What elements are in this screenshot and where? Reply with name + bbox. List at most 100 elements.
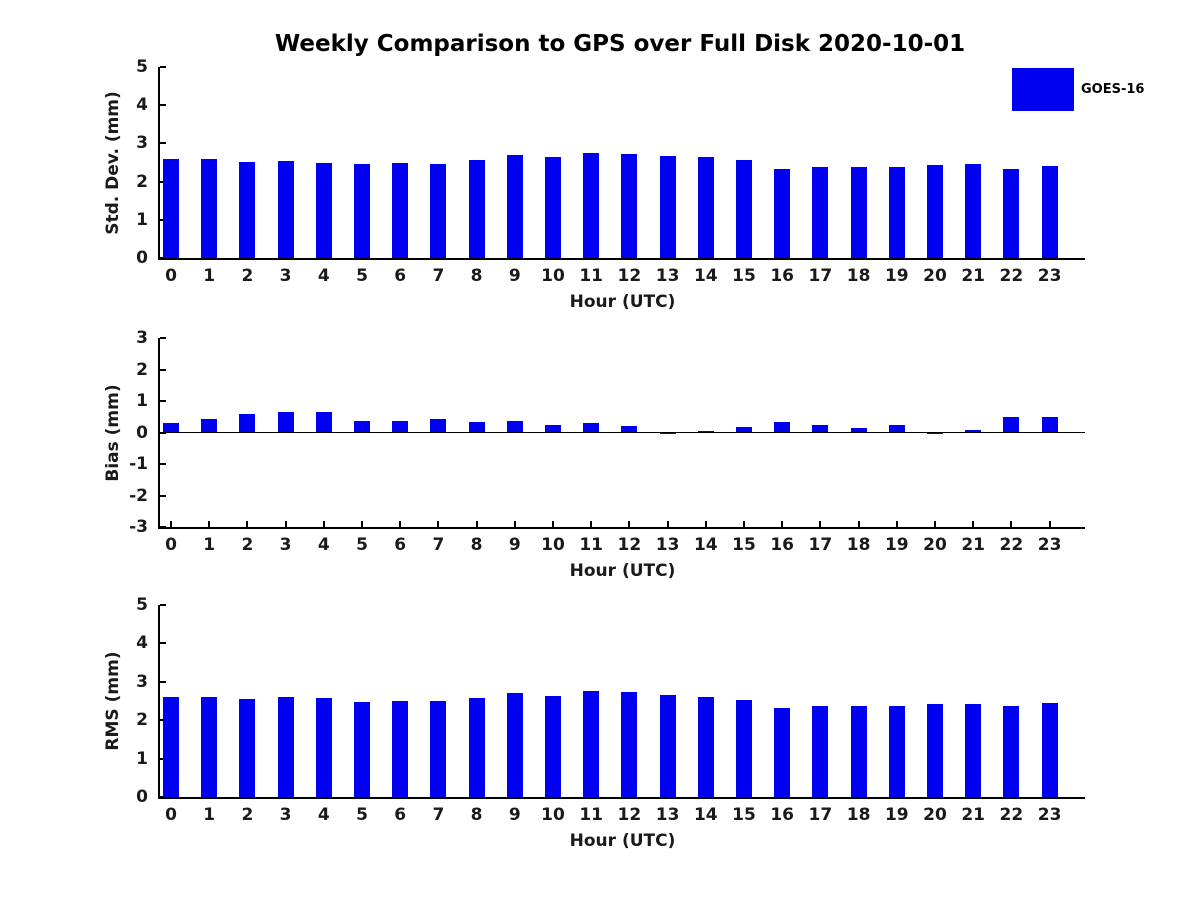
x-tick	[437, 521, 440, 527]
y-tick	[160, 796, 166, 798]
x-tick	[934, 521, 936, 527]
y-tick-label: 4	[136, 633, 148, 654]
bar	[354, 702, 370, 797]
bar	[545, 425, 561, 433]
y-tick-label: 2	[136, 710, 148, 731]
bar	[927, 165, 943, 258]
bar	[850, 167, 867, 258]
y-tick-label: 3	[136, 671, 148, 692]
y-tick-label: 0	[136, 248, 148, 268]
x-tick-label: 15	[732, 535, 756, 555]
bar	[736, 699, 752, 797]
bar	[927, 703, 943, 797]
y-tick	[160, 642, 166, 645]
x-tick	[895, 521, 898, 527]
x-tick-label: 13	[655, 535, 680, 555]
bar	[392, 421, 409, 433]
bar	[850, 705, 867, 797]
y-tick-label: 2	[136, 171, 148, 192]
bar	[965, 703, 982, 797]
x-tick	[513, 521, 516, 527]
x-tick-label: 13	[655, 805, 680, 825]
x-tick-label: 3	[279, 535, 292, 555]
bar	[239, 413, 256, 433]
x-tick-label: 1	[203, 805, 216, 825]
x-tick	[246, 521, 249, 527]
bar	[468, 422, 485, 433]
bar	[315, 698, 332, 797]
legend-swatch-goes16	[1012, 68, 1074, 111]
y-tick	[160, 104, 166, 107]
bar	[583, 422, 600, 433]
x-tick	[1010, 521, 1013, 527]
bar	[583, 152, 600, 258]
x-tick	[704, 521, 707, 527]
x-tick-label: 12	[617, 535, 642, 555]
bar	[430, 164, 447, 258]
bar	[163, 696, 179, 797]
x-tick-label: 23	[1037, 266, 1062, 286]
y-tick-label: 1	[136, 209, 148, 230]
y-tick-label: 3	[136, 328, 148, 348]
x-tick	[170, 521, 172, 527]
x-axis-line	[158, 797, 1085, 799]
x-tick-label: 6	[394, 535, 407, 555]
rms-plot-area: 0 1 2 3 4 5 0 1 2 3 4 5 6 7 8 9 10 11 12 13 14 15 16 17 18 19 20 21…	[136, 595, 1085, 825]
x-tick-label: 5	[356, 805, 368, 825]
bar	[583, 691, 600, 797]
bar	[1041, 702, 1058, 797]
bar	[812, 424, 829, 433]
y-tick-label: -2	[129, 485, 148, 506]
x-tick	[361, 521, 363, 527]
y-tick-label: 2	[136, 359, 148, 380]
bar	[354, 164, 370, 258]
x-tick	[590, 521, 593, 527]
x-tick	[666, 521, 669, 527]
y-tick	[160, 368, 166, 371]
x-tick	[284, 521, 287, 527]
bar	[774, 422, 791, 433]
x-tick-label: 14	[693, 535, 718, 555]
x-tick-label: 10	[541, 535, 565, 555]
x-tick-label: 22	[999, 805, 1024, 825]
x-tick-label: 9	[508, 535, 521, 555]
x-tick-label: 20	[923, 535, 947, 555]
x-tick-label: 3	[279, 805, 292, 825]
bar	[1041, 165, 1058, 258]
x-tick-label: 18	[846, 266, 871, 286]
x-tick-label: 21	[961, 535, 986, 555]
x-tick-label: 11	[579, 266, 604, 286]
x-tick-label: 1	[203, 535, 216, 555]
y-tick	[160, 680, 166, 683]
y-tick	[160, 526, 166, 528]
y-tick	[160, 257, 166, 259]
x-tick-label: 22	[999, 535, 1024, 555]
x-tick-label: 4	[317, 805, 330, 825]
bar	[659, 694, 676, 797]
bar	[315, 162, 332, 258]
x-tick-label: 7	[432, 266, 445, 286]
bar	[736, 160, 752, 258]
bar	[354, 420, 370, 433]
bar	[277, 160, 294, 258]
x-tick-label: 2	[241, 266, 254, 286]
x-tick-label: 7	[432, 805, 445, 825]
x-tick-label: 16	[770, 535, 795, 555]
bias-x-axis-label: Hour (UTC)	[569, 561, 676, 581]
y-tick-label: 5	[136, 57, 148, 77]
x-axis-line	[158, 258, 1085, 260]
rms-y-axis-label: RMS (mm)	[103, 651, 123, 751]
x-tick-label: 9	[508, 805, 521, 825]
x-tick-label: 20	[923, 805, 947, 825]
x-tick-label: 23	[1037, 805, 1062, 825]
x-tick-label: 12	[617, 805, 642, 825]
bar	[506, 692, 523, 797]
x-tick	[781, 521, 784, 527]
bar	[430, 701, 447, 797]
x-tick	[552, 521, 554, 527]
bar	[659, 432, 676, 435]
x-tick-label: 15	[732, 266, 756, 286]
x-tick-label: 10	[541, 805, 565, 825]
bar	[774, 168, 791, 258]
y-tick	[160, 142, 166, 145]
